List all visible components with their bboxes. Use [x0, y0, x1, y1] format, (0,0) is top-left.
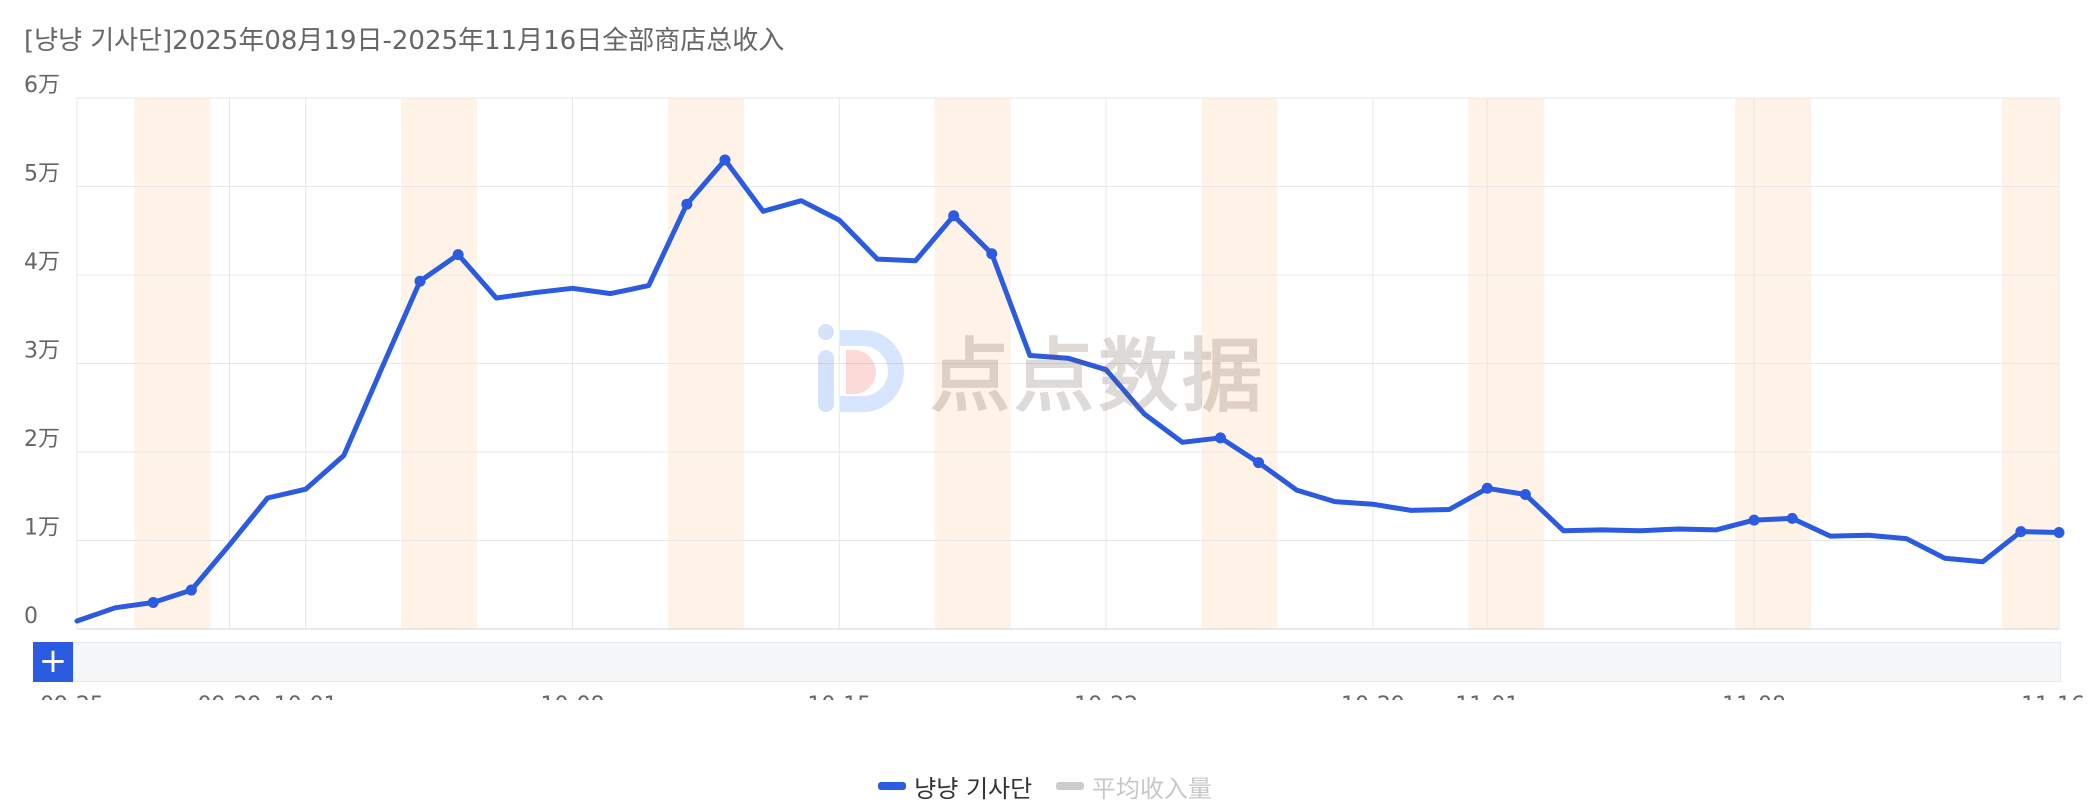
legend: 냥냥 기사단 平均收入量 [0, 768, 2090, 804]
data-point[interactable] [986, 248, 998, 260]
plus-icon: + [38, 641, 68, 681]
series-layer [74, 154, 2065, 624]
x-tick-label: 11-01 [1455, 693, 1519, 700]
watermark: 点点数据 [812, 312, 1266, 428]
data-point[interactable] [185, 584, 197, 596]
x-tick-label: 09-25 [40, 693, 104, 700]
x-tick-label: 10-15 [807, 693, 871, 700]
x-tick-label: 11-16 [2021, 693, 2085, 700]
y-tick-label: 6万 [24, 73, 60, 98]
data-point[interactable] [1748, 514, 1760, 526]
data-point[interactable] [948, 210, 960, 222]
datazoom-slider-track[interactable] [73, 642, 2061, 682]
data-point[interactable] [1519, 488, 1531, 500]
legend-swatch [1055, 782, 1084, 790]
grid-lines [76, 97, 2060, 630]
y-tick-label: 0 [24, 604, 38, 629]
legend-label: 냥냥 기사단 [914, 774, 1033, 803]
data-point[interactable] [2015, 526, 2027, 538]
y-tick-label: 1万 [24, 516, 60, 541]
x-tick-label: 11-08 [1722, 693, 1786, 700]
data-point[interactable] [414, 275, 426, 287]
data-point[interactable] [2053, 527, 2065, 539]
data-point[interactable] [719, 154, 731, 166]
legend-item-series[interactable]: 냥냥 기사단 [878, 769, 1032, 804]
y-axis-ticks: 0 1万 2万 3万 4万 5万 6万 [24, 73, 60, 629]
x-tick-label: 10-08 [541, 693, 605, 700]
data-point[interactable] [1253, 457, 1265, 469]
y-tick-label: 3万 [24, 339, 60, 364]
zoom-plus-button[interactable]: + [33, 642, 73, 682]
data-point[interactable] [1786, 512, 1798, 524]
data-point[interactable] [1214, 432, 1226, 444]
chart-title: [냥냥 기사단]2025年08月19日-2025年11月16日全部商店总收入 [24, 26, 785, 56]
data-point[interactable] [681, 198, 693, 210]
y-tick-label: 2万 [24, 427, 60, 452]
legend-label: 平均收入量 [1091, 774, 1212, 803]
x-tick-label: 10-29 [1341, 693, 1405, 700]
x-tick-label: 09-29 [197, 693, 261, 700]
x-tick-label: 10-22 [1074, 693, 1138, 700]
y-tick-label: 5万 [24, 162, 60, 187]
diandian-logo-icon [812, 320, 912, 420]
series-line [74, 157, 2062, 624]
watermark-text: 点点数据 [930, 330, 1266, 423]
data-point[interactable] [452, 249, 464, 261]
data-point[interactable] [1481, 482, 1493, 494]
data-point[interactable] [147, 596, 159, 608]
line-chart: 0 1万 2万 3万 4万 5万 6万 09-25 09-29 10-01 10-08 10-15 1… [24, 73, 2085, 700]
x-tick-label: 10-01 [274, 693, 338, 700]
y-tick-label: 4万 [24, 250, 60, 275]
legend-item-average[interactable]: 平均收入量 [1055, 769, 1212, 804]
legend-swatch [878, 782, 907, 790]
